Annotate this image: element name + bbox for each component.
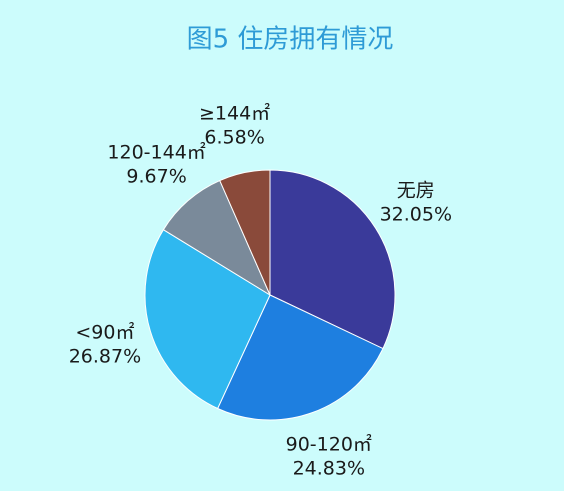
slice-value-label: 24.83% [293, 458, 365, 480]
slice-value-label: 26.87% [69, 346, 141, 368]
pie-slice [144, 229, 271, 410]
slice-value-label: 32.05% [380, 203, 452, 225]
pie-slice [269, 169, 396, 350]
pie-slice [162, 179, 272, 297]
slice-category: <90㎡ [75, 321, 134, 344]
slice-category: 无房 [397, 179, 435, 201]
chart-title: 图5 住房拥有情况 [187, 25, 394, 55]
slice-category: 90-120㎡ [286, 433, 372, 456]
slice-value-label: 9.67% [126, 165, 186, 187]
pie-slice [216, 294, 384, 421]
slice-category: ≥144㎡ [199, 102, 270, 125]
pie-slice [219, 169, 271, 296]
slice-value-label: 6.58% [204, 127, 264, 149]
slice-category: 120-144㎡ [107, 140, 205, 163]
